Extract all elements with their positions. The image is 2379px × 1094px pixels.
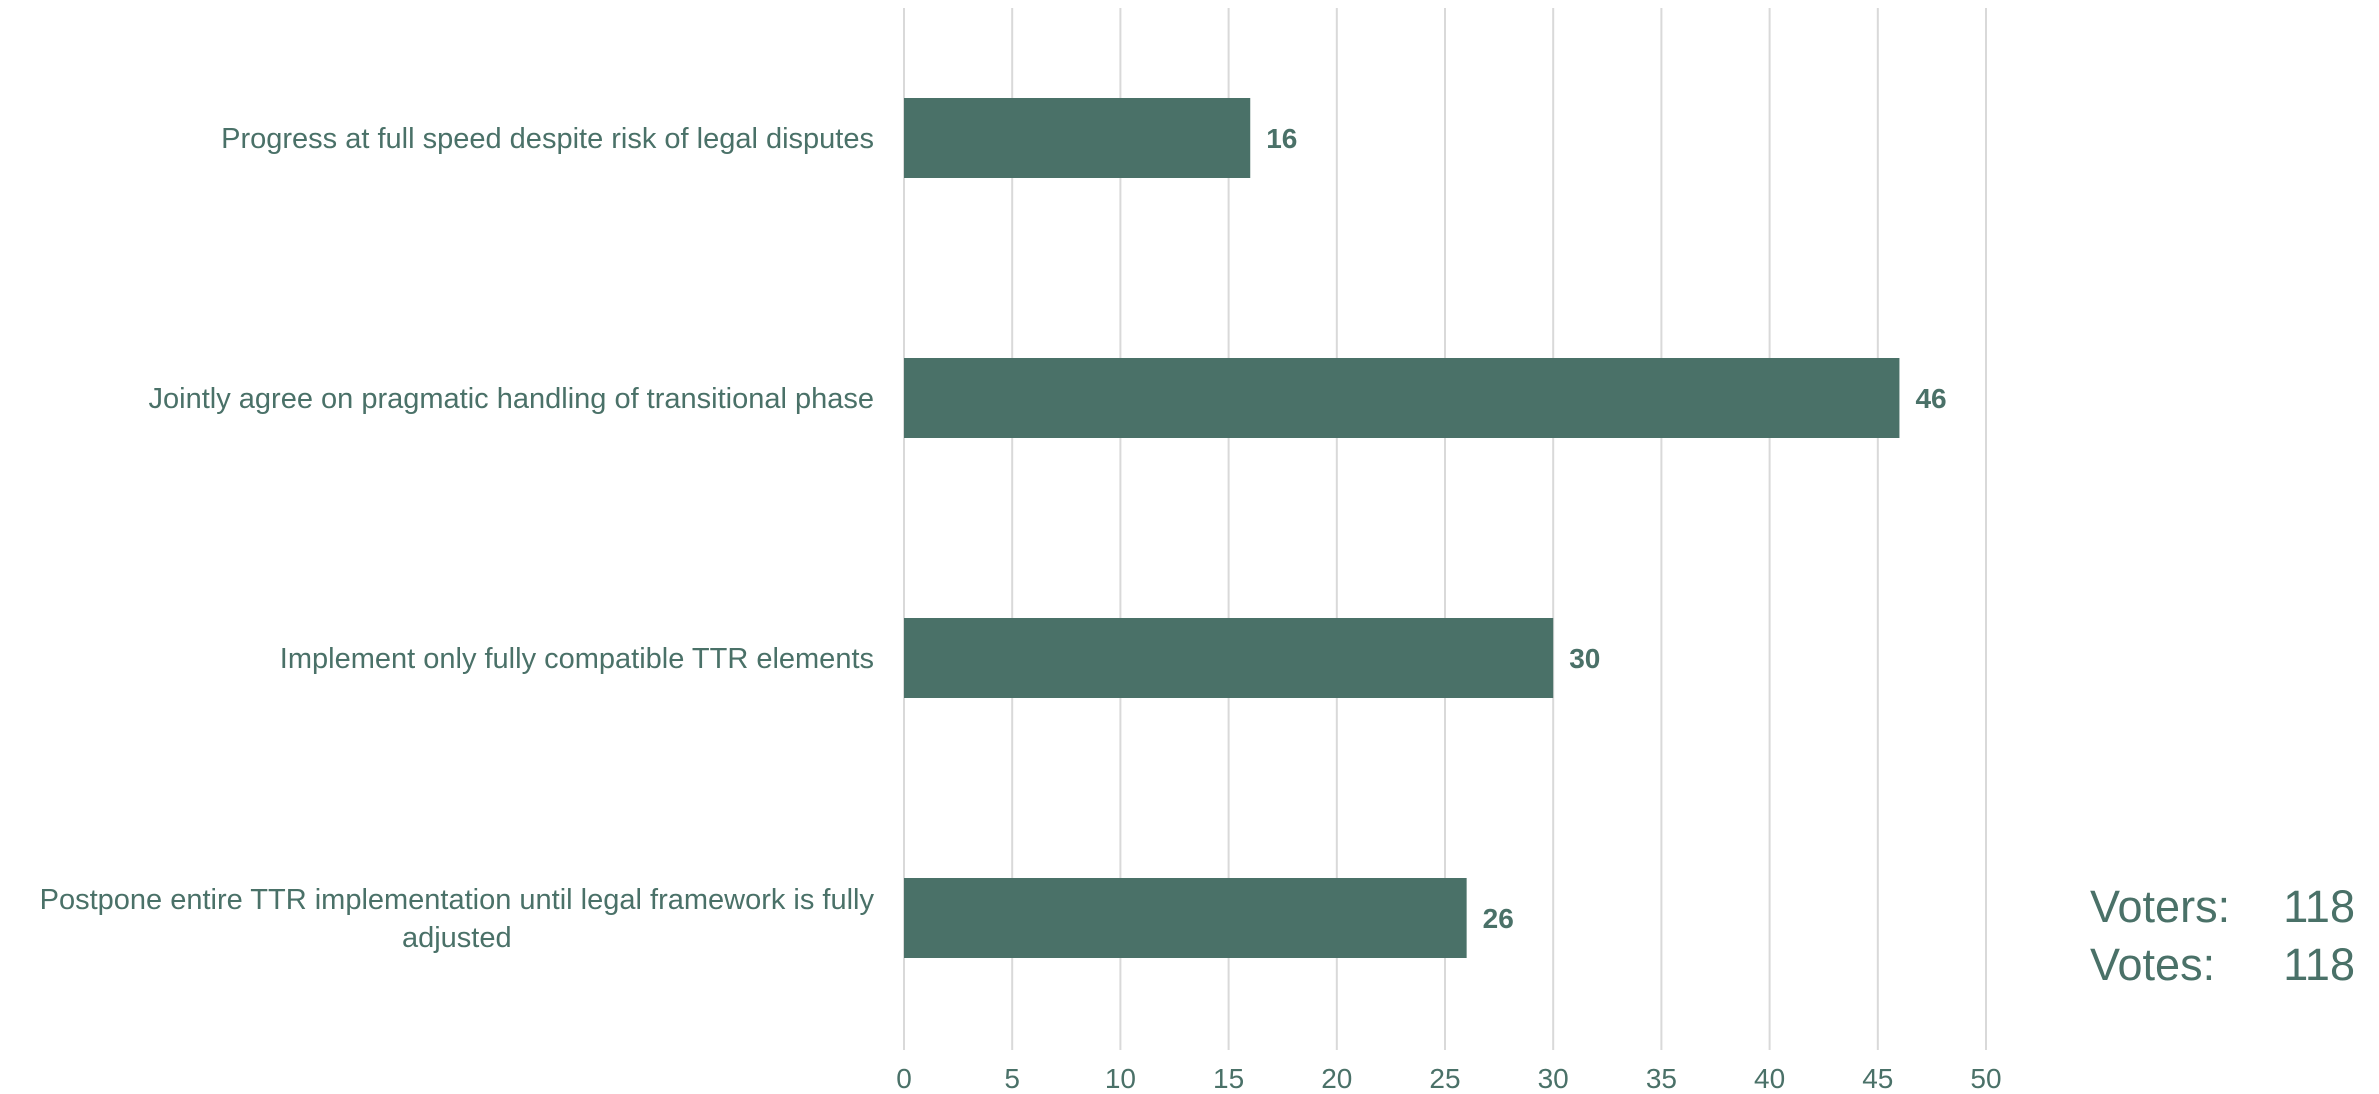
voters-label: Voters: (2090, 881, 2231, 932)
x-tick-label: 25 (1429, 1063, 1460, 1094)
bar (904, 618, 1554, 698)
data-label: 30 (1569, 643, 1600, 674)
category-label: Postpone entire TTR implementation until… (40, 884, 875, 954)
data-label: 26 (1483, 903, 1514, 934)
data-label: 16 (1266, 123, 1297, 154)
bar (904, 98, 1251, 178)
x-tick-label: 50 (1970, 1063, 2001, 1094)
bars (904, 98, 1900, 958)
x-tick-label: 40 (1754, 1063, 1785, 1094)
votes-row: Votes: 118 (2090, 936, 2355, 994)
category-label: Progress at full speed despite risk of l… (221, 123, 874, 155)
x-tick-label: 0 (896, 1063, 912, 1094)
voters-value: 118 (2283, 881, 2355, 932)
bar (904, 358, 1900, 438)
voters-row: Voters: 118 (2090, 878, 2355, 936)
x-axis-ticks: 0 5 10 15 20 25 30 35 40 45 50 (896, 1063, 2001, 1094)
x-tick-label: 5 (1004, 1063, 1020, 1094)
category-labels: Progress at full speed despite risk of l… (40, 123, 875, 954)
x-tick-label: 20 (1321, 1063, 1352, 1094)
bar (904, 878, 1467, 958)
data-label: 46 (1915, 383, 1946, 414)
category-label: Implement only fully compatible TTR elem… (280, 643, 874, 675)
x-tick-label: 10 (1105, 1063, 1136, 1094)
x-tick-label: 15 (1213, 1063, 1244, 1094)
x-tick-label: 45 (1862, 1063, 1893, 1094)
vote-stats: Voters: 118 Votes: 118 (2090, 878, 2355, 994)
x-tick-label: 30 (1538, 1063, 1569, 1094)
data-labels: 16 46 30 26 (1266, 123, 1946, 934)
votes-value: 118 (2283, 939, 2355, 990)
votes-label: Votes: (2090, 939, 2216, 990)
x-tick-label: 35 (1646, 1063, 1677, 1094)
category-label: Jointly agree on pragmatic handling of t… (149, 383, 874, 415)
grid-lines (903, 8, 1987, 1050)
